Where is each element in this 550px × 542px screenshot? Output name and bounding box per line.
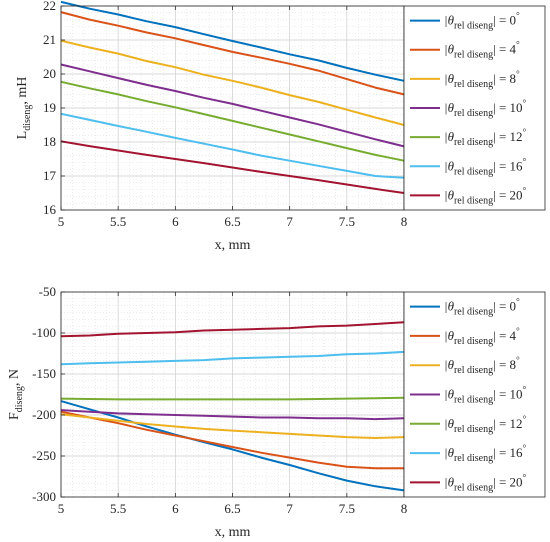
series-line-20-deg	[60, 321, 405, 338]
x-tick-label: 7.5	[339, 214, 355, 229]
x-tick-label: 8	[401, 214, 408, 229]
y-tick-label: -50	[39, 284, 56, 299]
legend-label-4: |θrel diseng| = 4°	[444, 40, 520, 61]
series-line-8-deg	[60, 39, 405, 126]
x-tick-label: 5	[58, 214, 65, 229]
series-line-0-deg	[60, 0, 405, 82]
legend-label-20: |θrel diseng| = 20°	[444, 472, 527, 493]
y-tick-label: 20	[43, 66, 56, 81]
series-line-16-deg	[60, 112, 405, 179]
series-line-20-deg	[60, 140, 405, 194]
x-tick-label: 6	[172, 214, 179, 229]
x-tick-label: 5.5	[110, 214, 126, 229]
legend-label-16: |θrel diseng| = 16°	[444, 443, 527, 464]
legend-label-0: |θrel diseng| = 0°	[444, 297, 520, 318]
x-tick-label: 7	[286, 214, 293, 229]
x-axis-label: x, mm	[215, 238, 251, 253]
legend-label-4: |θrel diseng| = 4°	[444, 326, 520, 347]
series-line-4-deg	[60, 410, 404, 470]
y-tick-label: -250	[32, 448, 56, 463]
x-tick-label: 5	[58, 501, 65, 516]
y-tick-label: 18	[43, 134, 56, 149]
y-axis-label: Fdiseng, N	[7, 369, 25, 420]
legend-label-12: |θrel diseng| = 12°	[444, 414, 527, 435]
series-line-10-deg	[60, 409, 405, 421]
y-tick-label: 21	[43, 32, 56, 47]
series-line-8-deg	[60, 413, 405, 439]
series-line-12-deg	[60, 396, 405, 401]
y-axis-label: Ldiseng, mH	[15, 77, 33, 140]
y-tick-label: 16	[43, 202, 57, 217]
y-tick-label: -300	[32, 489, 56, 504]
legend-label-8: |θrel diseng| = 8°	[444, 69, 520, 90]
series-line-0-deg	[60, 400, 405, 492]
y-tick-label: -100	[32, 325, 56, 340]
x-tick-label: 7	[286, 501, 293, 516]
legend-label-20: |θrel diseng| = 20°	[444, 185, 527, 206]
series-line-16-deg	[60, 350, 405, 366]
x-tick-label: 7.5	[339, 501, 355, 516]
y-tick-label: 17	[43, 168, 57, 183]
legend-label-8: |θrel diseng| = 8°	[444, 355, 520, 376]
legend-label-12: |θrel diseng| = 12°	[444, 127, 527, 148]
x-tick-label: 6.5	[224, 501, 240, 516]
chart-1: 5 5.5 6 6.5 7 7.5 8 16 17 18 19 20 21 22 x, mm Ldiseng,…	[15, 0, 546, 253]
x-tick-label: 6	[172, 501, 179, 516]
legend-label-10: |θrel diseng| = 10°	[444, 98, 527, 119]
x-axis-label: x, mm	[215, 525, 251, 540]
y-tick-label: -200	[32, 407, 56, 422]
chart-2: 5 5.5 6 6.5 7 7.5 8 -300 -250 -200 -150 -100 -50 x, m…	[7, 284, 546, 540]
y-tick-label: 19	[43, 100, 56, 115]
legend-label-16: |θrel diseng| = 16°	[444, 156, 527, 177]
series-line-10-deg	[60, 63, 405, 148]
legend-label-10: |θrel diseng| = 10°	[444, 385, 527, 406]
series-line-4-deg	[60, 11, 405, 96]
x-tick-label: 8	[401, 501, 408, 516]
y-tick-label: 22	[43, 0, 56, 13]
x-tick-label: 5.5	[110, 501, 126, 516]
x-tick-label: 6.5	[224, 214, 240, 229]
y-tick-label: -150	[32, 366, 56, 381]
series-line-12-deg	[60, 80, 405, 162]
legend-label-0: |θrel diseng| = 0°	[444, 11, 520, 32]
